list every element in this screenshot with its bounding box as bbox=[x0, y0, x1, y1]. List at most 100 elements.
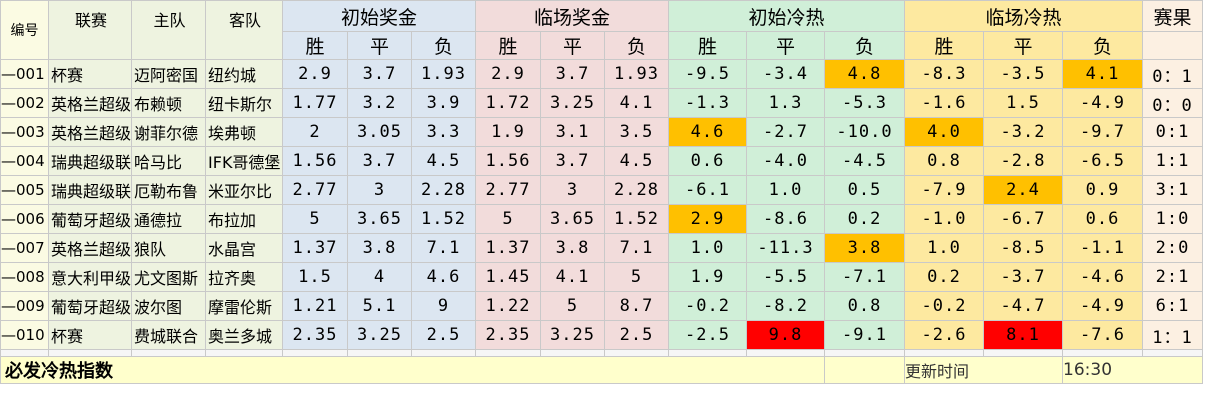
cell-lp-draw[interactable]: 5 bbox=[540, 291, 606, 321]
cell-ip-draw[interactable]: 5.1 bbox=[347, 291, 413, 321]
cell-lh-lose[interactable]: -1.1 bbox=[1062, 233, 1144, 263]
cell-ih-win[interactable]: 1.9 bbox=[668, 262, 748, 292]
cell-lp-draw[interactable]: 3 bbox=[540, 175, 606, 205]
cell-match-id[interactable]: —006 bbox=[0, 204, 49, 234]
cell-ip-lose[interactable]: 9 bbox=[411, 291, 477, 321]
cell-ih-draw[interactable]: 1.3 bbox=[746, 88, 826, 118]
cell-lp-lose[interactable]: 2.5 bbox=[604, 320, 670, 350]
cell-ip-lose[interactable]: 4.6 bbox=[411, 262, 477, 292]
cell-lp-draw[interactable]: 4.1 bbox=[540, 262, 606, 292]
cell-lh-win[interactable]: 4.0 bbox=[904, 117, 985, 147]
cell-ip-win[interactable]: 2.77 bbox=[282, 175, 349, 205]
cell-lp-win[interactable]: 5 bbox=[475, 204, 542, 234]
cell-lh-draw[interactable]: -3.2 bbox=[983, 117, 1064, 147]
cell-lp-win[interactable]: 1.72 bbox=[475, 88, 542, 118]
cell-lh-win[interactable]: 0.2 bbox=[904, 262, 985, 292]
cell-ih-win[interactable]: -1.3 bbox=[668, 88, 748, 118]
cell-league[interactable]: 英格兰超级 bbox=[47, 88, 133, 118]
cell-ih-win[interactable]: -2.5 bbox=[668, 320, 748, 350]
cell-match-id[interactable]: —009 bbox=[0, 291, 49, 321]
cell-match-id[interactable]: —002 bbox=[0, 88, 49, 118]
cell-league[interactable]: 英格兰超级 bbox=[47, 233, 133, 263]
cell-ip-draw[interactable]: 3.7 bbox=[347, 146, 413, 176]
cell-result[interactable]: 3:1 bbox=[1142, 175, 1204, 205]
cell-lp-lose[interactable]: 5 bbox=[604, 262, 670, 292]
cell-away-team[interactable]: 纽约城 bbox=[205, 59, 284, 89]
cell-lp-win[interactable]: 1.37 bbox=[475, 233, 542, 263]
cell-league[interactable]: 瑞典超级联 bbox=[47, 146, 133, 176]
cell-lp-lose[interactable]: 2.28 bbox=[604, 175, 670, 205]
cell-ih-win[interactable]: 1.0 bbox=[668, 233, 748, 263]
cell-match-id[interactable]: —001 bbox=[0, 59, 49, 89]
cell-lp-draw[interactable]: 3.25 bbox=[540, 88, 606, 118]
cell-ip-win[interactable]: 1.77 bbox=[282, 88, 349, 118]
cell-lh-win[interactable]: -2.6 bbox=[904, 320, 985, 350]
cell-ip-win[interactable]: 2.9 bbox=[282, 59, 349, 89]
cell-lh-draw[interactable]: -3.5 bbox=[983, 59, 1064, 89]
cell-lh-lose[interactable]: -4.9 bbox=[1062, 88, 1144, 118]
cell-away-team[interactable]: 拉齐奥 bbox=[205, 262, 284, 292]
cell-home-team[interactable]: 波尔图 bbox=[131, 291, 207, 321]
cell-lp-draw[interactable]: 3.8 bbox=[540, 233, 606, 263]
cell-ih-win[interactable]: 0.6 bbox=[668, 146, 748, 176]
cell-ih-draw[interactable]: 1.0 bbox=[746, 175, 826, 205]
cell-lh-draw[interactable]: -3.7 bbox=[983, 262, 1064, 292]
cell-ih-win[interactable]: 2.9 bbox=[668, 204, 748, 234]
cell-ip-lose[interactable]: 2.5 bbox=[411, 320, 477, 350]
cell-ih-lose[interactable]: 0.5 bbox=[824, 175, 906, 205]
cell-lh-lose[interactable]: -9.7 bbox=[1062, 117, 1144, 147]
cell-match-id[interactable]: —007 bbox=[0, 233, 49, 263]
cell-away-team[interactable]: 奥兰多城 bbox=[205, 320, 284, 350]
cell-lp-win[interactable]: 2.77 bbox=[475, 175, 542, 205]
cell-lp-lose[interactable]: 3.5 bbox=[604, 117, 670, 147]
cell-ip-draw[interactable]: 3.2 bbox=[347, 88, 413, 118]
cell-lh-lose[interactable]: 0.9 bbox=[1062, 175, 1144, 205]
cell-ih-lose[interactable]: -4.5 bbox=[824, 146, 906, 176]
cell-lh-win[interactable]: -7.9 bbox=[904, 175, 985, 205]
cell-lp-lose[interactable]: 8.7 bbox=[604, 291, 670, 321]
cell-ih-lose[interactable]: 0.8 bbox=[824, 291, 906, 321]
cell-lp-lose[interactable]: 1.52 bbox=[604, 204, 670, 234]
cell-result[interactable]: 2:1 bbox=[1142, 262, 1204, 292]
cell-lh-lose[interactable]: -4.9 bbox=[1062, 291, 1144, 321]
cell-ih-draw[interactable]: -8.6 bbox=[746, 204, 826, 234]
cell-ip-win[interactable]: 5 bbox=[282, 204, 349, 234]
cell-ip-lose[interactable]: 2.28 bbox=[411, 175, 477, 205]
cell-ih-draw[interactable]: -4.0 bbox=[746, 146, 826, 176]
cell-ip-win[interactable]: 2.35 bbox=[282, 320, 349, 350]
cell-ip-draw[interactable]: 4 bbox=[347, 262, 413, 292]
cell-ip-lose[interactable]: 3.9 bbox=[411, 88, 477, 118]
cell-home-team[interactable]: 迈阿密国 bbox=[131, 59, 207, 89]
cell-lp-draw[interactable]: 3.25 bbox=[540, 320, 606, 350]
cell-ip-lose[interactable]: 7.1 bbox=[411, 233, 477, 263]
cell-lp-lose[interactable]: 4.5 bbox=[604, 146, 670, 176]
cell-result[interactable]: 0:1 bbox=[1142, 117, 1204, 147]
cell-ip-lose[interactable]: 1.52 bbox=[411, 204, 477, 234]
cell-away-team[interactable]: 摩雷伦斯 bbox=[205, 291, 284, 321]
cell-away-team[interactable]: 布拉加 bbox=[205, 204, 284, 234]
cell-ih-draw[interactable]: -11.3 bbox=[746, 233, 826, 263]
cell-lp-lose[interactable]: 7.1 bbox=[604, 233, 670, 263]
cell-lh-draw[interactable]: 8.1 bbox=[983, 320, 1064, 350]
cell-ih-draw[interactable]: -5.5 bbox=[746, 262, 826, 292]
cell-result[interactable]: 1:0 bbox=[1142, 204, 1204, 234]
cell-match-id[interactable]: —008 bbox=[0, 262, 49, 292]
cell-lh-lose[interactable]: 4.1 bbox=[1062, 59, 1144, 89]
cell-ip-draw[interactable]: 3.25 bbox=[347, 320, 413, 350]
cell-lh-lose[interactable]: -4.6 bbox=[1062, 262, 1144, 292]
cell-away-team[interactable]: 纽卡斯尔 bbox=[205, 88, 284, 118]
cell-lp-win[interactable]: 1.56 bbox=[475, 146, 542, 176]
cell-away-team[interactable]: 米亚尔比 bbox=[205, 175, 284, 205]
cell-lh-draw[interactable]: -4.7 bbox=[983, 291, 1064, 321]
cell-league[interactable]: 英格兰超级 bbox=[47, 117, 133, 147]
cell-ip-draw[interactable]: 3.8 bbox=[347, 233, 413, 263]
cell-ih-lose[interactable]: -10.0 bbox=[824, 117, 906, 147]
cell-lp-win[interactable]: 2.9 bbox=[475, 59, 542, 89]
cell-league[interactable]: 杯赛 bbox=[47, 59, 133, 89]
cell-ih-draw[interactable]: -3.4 bbox=[746, 59, 826, 89]
cell-lp-lose[interactable]: 1.93 bbox=[604, 59, 670, 89]
cell-ip-draw[interactable]: 3.05 bbox=[347, 117, 413, 147]
cell-match-id[interactable]: —004 bbox=[0, 146, 49, 176]
cell-lh-draw[interactable]: 2.4 bbox=[983, 175, 1064, 205]
cell-ip-lose[interactable]: 1.93 bbox=[411, 59, 477, 89]
